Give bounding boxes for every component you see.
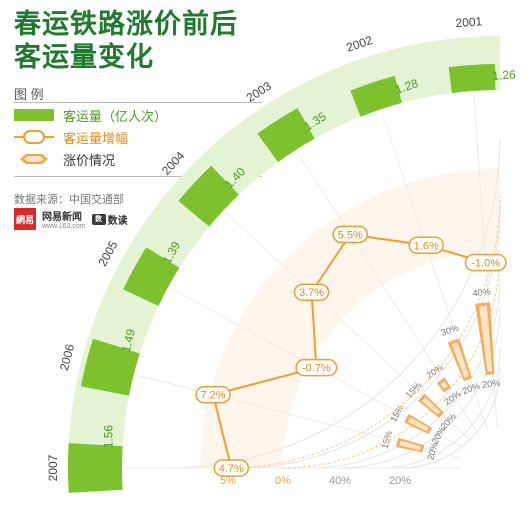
year-label-2006: 2006 — [57, 342, 77, 372]
grid-arc-3 — [169, 137, 501, 469]
legend-divider-top — [14, 102, 262, 103]
growth-band — [200, 168, 500, 468]
title-line-1: 春运铁路涨价前后 — [14, 9, 238, 39]
legend-title: 图 例 — [14, 87, 44, 102]
price-bar-inner-3 — [421, 397, 441, 415]
year-label-2002: 2002 — [345, 33, 375, 55]
year-label-2005: 2005 — [95, 238, 120, 268]
legend-item-price: 涨价情况 — [14, 148, 115, 170]
volume-bar-2003 — [257, 108, 315, 163]
volume-value-2006: 1.49 — [119, 327, 138, 353]
legend-volume-swatch — [14, 109, 54, 121]
price-ref-arc-0 — [399, 367, 501, 469]
growth-label-2: 5.5% — [338, 229, 363, 241]
price-label-5-1: 15% — [380, 430, 394, 450]
volume-value-2001: 1.26 — [492, 67, 517, 83]
netease-name: 网易新闻 — [42, 212, 82, 223]
title-line-2: 客运量变化 — [14, 42, 154, 72]
growth-point-0 — [464, 253, 507, 272]
growth-label-6: 4.7% — [219, 463, 244, 475]
growth-label-1: 1.6% — [414, 240, 439, 252]
legend-price-label: 涨价情况 — [63, 152, 116, 168]
price-label-0-0: 20% — [482, 378, 501, 390]
volume-bar-2006 — [80, 338, 140, 396]
legend-item-volume: 客运量（亿人次） — [14, 104, 167, 126]
price-label-1-0: 20% — [461, 381, 481, 397]
price-label-5-0: 20% — [425, 441, 439, 461]
growth-point-1 — [408, 236, 444, 255]
volume-bar-2007 — [68, 443, 123, 493]
grid-arc-0 — [379, 347, 501, 469]
growth-ref-arc-0 — [282, 250, 501, 469]
grid-arc-1 — [309, 277, 501, 469]
netease-logo-icon: 網易 — [14, 208, 36, 230]
legend-price-swatch — [20, 154, 48, 164]
netease-url: www.163.com — [42, 223, 86, 230]
year-label-2003: 2003 — [244, 79, 274, 105]
year-label-2007: 2007 — [46, 454, 60, 481]
growth-point-4 — [295, 358, 338, 377]
growth-layer: 0% 5% -1.0% 1.6% 5.5% 3.7% -0.7% 7.2% 4.7% — [195, 168, 507, 487]
data-source: 数据来源：中国交通部 — [14, 194, 124, 206]
growth-label-0: -1.0% — [471, 258, 500, 270]
price-bar-inner-4 — [407, 417, 429, 432]
growth-ref-arc-1 — [227, 195, 501, 469]
legend-divider-bottom — [14, 176, 262, 177]
dudu-logo-icon: 数 — [91, 213, 106, 225]
brand-logos: 網易 网易新闻 www.163.com 数 数读 — [14, 208, 128, 230]
growth-point-6 — [213, 459, 250, 477]
price-increase-layer: 20%40%20%40%20%30%20%20%20%15%20%15%20%1… — [329, 286, 501, 487]
price-label-3-1: 15% — [404, 380, 423, 400]
price-bar-inner-1 — [451, 341, 470, 378]
legend-item-growth: 客运量增幅 — [14, 126, 128, 148]
price-bar-inner-0 — [479, 305, 493, 372]
price-axis-label-0: 20% — [389, 475, 411, 487]
growth-label-3: 3.7% — [299, 287, 324, 299]
growth-point-5 — [195, 385, 231, 404]
chart-title: 春运铁路涨价前后 客运量变化 — [14, 8, 238, 74]
price-label-0-1: 40% — [472, 286, 491, 298]
growth-axis-label-1: 5% — [220, 475, 236, 487]
price-ref-arc-1 — [339, 307, 501, 469]
legend-volume-label: 客运量（亿人次） — [63, 108, 168, 124]
growth-axis-label-0: 0% — [275, 475, 291, 487]
year-label-2001: 2001 — [455, 14, 483, 30]
growth-label-4: -0.7% — [302, 363, 331, 375]
year-label-2004: 2004 — [159, 148, 188, 177]
dudu-name: 数读 — [107, 215, 128, 227]
growth-label-5: 7.2% — [200, 390, 225, 402]
volume-bar-2004 — [178, 165, 239, 227]
netease-brand: 网易新闻 www.163.com — [42, 208, 86, 230]
price-bar-inner-2 — [440, 381, 448, 389]
legend-growth-label: 客运量增幅 — [63, 130, 129, 146]
volume-bar-2005 — [123, 247, 180, 307]
legend-growth-swatch — [14, 130, 54, 144]
volume-value-2007: 1.56 — [101, 425, 115, 449]
price-bar-inner-5 — [399, 440, 421, 451]
dudu-brand: 数 数读 — [91, 212, 128, 227]
volume-bar-2002 — [350, 75, 402, 117]
growth-point-3 — [293, 283, 330, 301]
volume-bar-2001 — [448, 64, 496, 94]
growth-point-2 — [332, 225, 368, 244]
price-axis-label-1: 40% — [329, 475, 351, 487]
